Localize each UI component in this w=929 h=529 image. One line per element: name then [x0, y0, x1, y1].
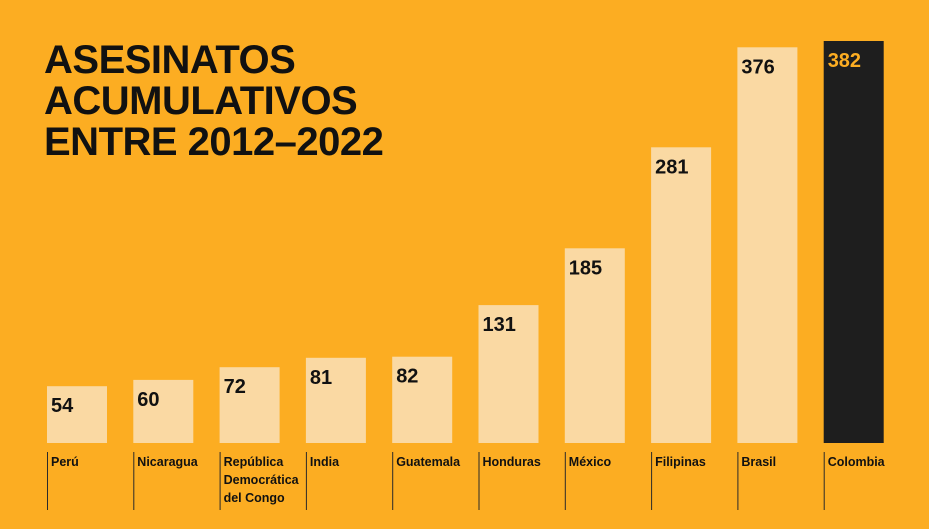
- category-label-8: Brasil: [741, 455, 776, 469]
- category-label-line: Democrática: [224, 473, 300, 487]
- bar-1: [133, 379, 194, 443]
- title-line-1: ASESINATOS: [44, 38, 296, 82]
- category-label-line: Perú: [51, 455, 79, 469]
- bar-0: [47, 386, 107, 443]
- category-label-0: Perú: [51, 455, 79, 469]
- category-label-line: Honduras: [483, 455, 541, 469]
- category-label-2: República Democrática del Congo: [224, 455, 300, 505]
- value-label-5: 131: [483, 314, 516, 336]
- category-label-3: India: [310, 455, 340, 469]
- value-label-2: 72: [224, 376, 246, 398]
- value-label-6: 185: [569, 257, 602, 279]
- bar-7: [651, 147, 712, 444]
- category-label-line: Nicaragua: [137, 455, 198, 469]
- bar-6: [564, 248, 625, 443]
- bars-group: [47, 41, 884, 444]
- value-label-1: 60: [137, 389, 159, 411]
- category-label-line: India: [310, 455, 340, 469]
- bar-5: [478, 305, 539, 443]
- value-labels-group: 54 60 72 81 82 131 185 281 376 382: [51, 50, 861, 417]
- category-label-line: Filipinas: [655, 455, 706, 469]
- value-label-8: 376: [741, 56, 774, 78]
- category-label-1: Nicaragua: [137, 455, 198, 469]
- category-label-line: República: [224, 455, 285, 469]
- value-label-7: 281: [655, 156, 688, 178]
- category-label-5: Honduras: [483, 455, 541, 469]
- category-label-line: Guatemala: [396, 455, 461, 469]
- category-label-4: Guatemala: [396, 455, 461, 469]
- category-label-6: México: [569, 455, 612, 469]
- chart-title: ASESINATOS ACUMULATIVOS ENTRE 2012–2022: [44, 38, 384, 164]
- category-label-line: México: [569, 455, 612, 469]
- value-label-4: 82: [396, 366, 418, 388]
- bar-9: [823, 41, 884, 443]
- category-label-line: del Congo: [224, 491, 285, 505]
- value-label-9: 382: [828, 50, 861, 72]
- category-label-line: Brasil: [741, 455, 776, 469]
- category-label-9: Colombia: [828, 455, 886, 469]
- bar-4: [392, 356, 453, 443]
- category-label-7: Filipinas: [655, 455, 706, 469]
- value-label-3: 81: [310, 367, 332, 389]
- title-line-3: ENTRE 2012–2022: [44, 120, 384, 164]
- bar-8: [737, 47, 798, 444]
- value-label-0: 54: [51, 395, 74, 417]
- bar-2: [219, 367, 280, 443]
- bar-3: [305, 357, 366, 443]
- category-labels-group: Perú Nicaragua República Democrática del Con…: [51, 455, 886, 505]
- title-line-2: ACUMULATIVOS: [44, 79, 358, 123]
- category-label-line: Colombia: [828, 455, 886, 469]
- category-ticks-group: [47, 452, 825, 510]
